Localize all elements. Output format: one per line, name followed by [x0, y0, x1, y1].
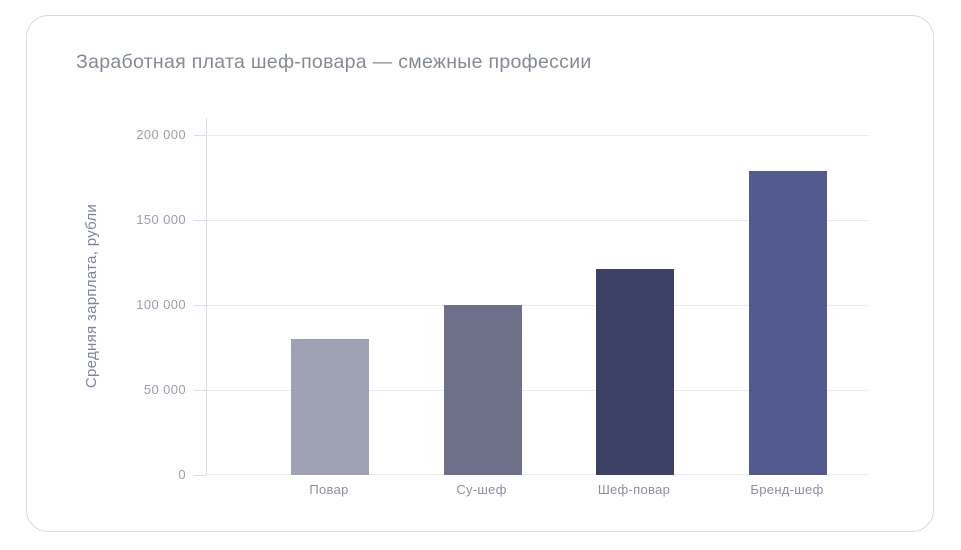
y-axis-tick — [194, 390, 206, 391]
y-axis-tick-label: 100 000 — [136, 297, 186, 312]
y-axis-tick — [194, 220, 206, 221]
x-axis-label-2: Су-шеф — [456, 482, 507, 497]
y-axis-tick — [194, 475, 206, 476]
chart-card: Заработная плата шеф-повара — смежные пр… — [26, 15, 934, 532]
gridline — [207, 135, 869, 136]
x-axis-label-4: Бренд-шеф — [750, 482, 824, 497]
bar-4[interactable] — [749, 170, 827, 475]
bar-3[interactable] — [596, 269, 674, 475]
plot-area — [206, 118, 869, 475]
y-axis-tick — [194, 305, 206, 306]
gridline — [207, 305, 869, 306]
y-axis-tick-label: 150 000 — [136, 212, 186, 227]
y-axis-tick-label: 200 000 — [136, 127, 186, 142]
y-axis-tick — [194, 135, 206, 136]
chart-area: Средняя зарплата, рубли 0 50 000 100 000 15… — [27, 16, 933, 531]
y-axis-tick-label: 0 — [178, 467, 186, 482]
chart-title: Заработная плата шеф-повара — смежные пр… — [76, 51, 592, 73]
gridline — [207, 474, 869, 475]
y-axis-tick-label: 50 000 — [143, 382, 186, 397]
x-axis-label-1: Повар — [309, 482, 349, 497]
gridline — [207, 390, 869, 391]
bar-2[interactable] — [443, 305, 522, 475]
bar-1[interactable] — [291, 339, 369, 475]
x-axis-label-3: Шеф-повар — [597, 482, 671, 497]
gridline — [207, 220, 869, 221]
